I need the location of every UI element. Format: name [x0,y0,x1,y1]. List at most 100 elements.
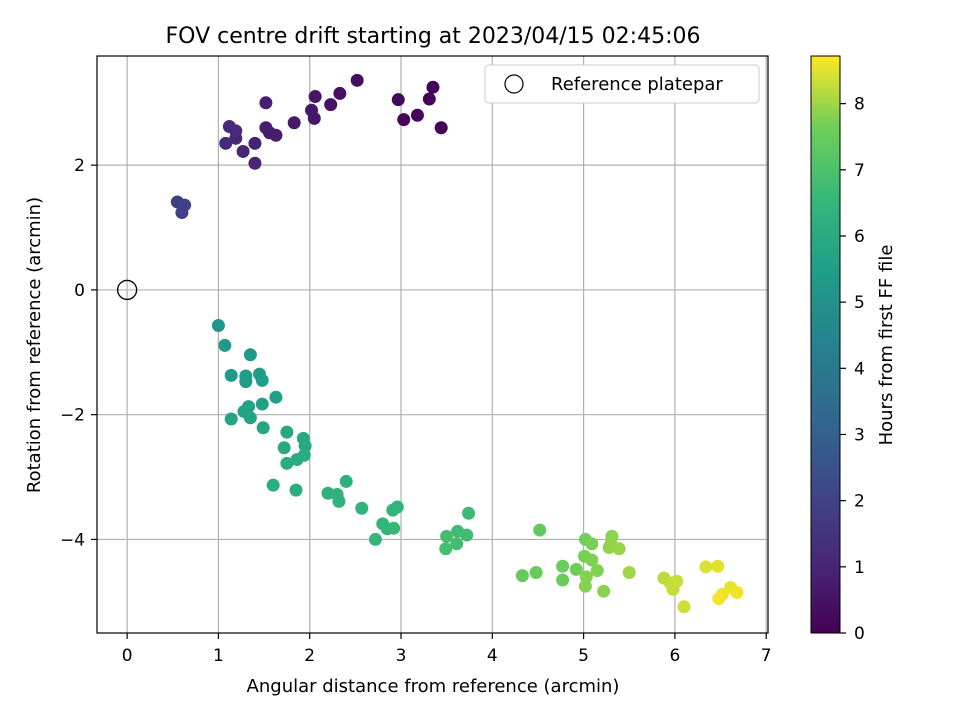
data-point [339,474,353,488]
data-point [333,86,347,100]
data-point [712,592,726,606]
x-tick-label: 7 [761,646,772,666]
data-point [248,136,262,150]
reference-platepar-marker [116,279,138,301]
x-axis-label: Angular distance from reference (arcmin) [247,676,620,697]
data-point [290,453,304,467]
data-point [556,559,570,573]
data-point [397,113,411,127]
data-point [529,565,543,579]
colorbar-tick-label: 6 [854,227,865,247]
data-point [298,439,312,453]
data-point [426,80,440,94]
data-point [289,483,303,497]
x-tick-label: 5 [578,646,589,666]
data-point [386,503,400,517]
data-point [556,573,570,587]
data-point [355,501,369,515]
data-point [612,542,626,556]
data-point [434,121,448,135]
data-point [666,582,680,596]
x-tick-label: 6 [669,646,680,666]
x-tick-label: 0 [122,646,133,666]
data-point [350,73,364,87]
data-point [368,532,382,546]
colorbar-tick-label: 0 [854,624,865,644]
x-axis-ticks: 0 1 2 3 4 5 6 7 [122,633,772,666]
data-point [222,119,236,133]
data-point [533,523,547,537]
data-point [730,585,744,599]
y-axis-ticks: −4 −2 0 2 [60,156,97,550]
colorbar-tick-label: 2 [854,492,865,512]
colorbar-tick-label: 7 [854,161,865,181]
y-axis-label: Rotation from reference (arcmin) [24,197,45,493]
data-point [387,521,401,535]
data-point [585,537,599,551]
data-points [170,73,744,614]
colorbar-label: Hours from first FF file [876,245,897,446]
data-point [224,412,238,426]
legend-entry: Reference platepar [551,74,723,95]
data-point [259,96,273,110]
data-point [229,131,243,145]
data-point [256,421,270,435]
colorbar: 0 1 2 3 4 5 6 7 8 Hours from first FF file [810,55,897,644]
y-tick-label: 2 [74,156,85,176]
data-point [422,92,436,106]
data-point [280,425,294,439]
data-point [287,116,301,130]
x-tick-label: 4 [487,646,498,666]
grid-lines [97,56,768,633]
chart-title: FOV centre drift starting at 2023/04/15 … [166,24,701,49]
data-point [597,584,611,598]
legend: Reference platepar [484,64,760,104]
y-tick-label: −2 [60,406,85,426]
data-point [248,156,262,170]
data-point [243,348,257,362]
colorbar-tick-label: 5 [854,293,865,313]
data-point [450,537,464,551]
data-point [699,560,713,574]
data-point [236,144,250,158]
data-point [711,559,725,573]
data-point [239,375,253,389]
data-point [590,564,604,578]
data-point [585,553,599,567]
data-point [266,478,280,492]
data-point [579,570,593,584]
data-point [578,579,592,593]
data-point [308,90,322,104]
plot-frame [96,55,769,634]
data-point [255,397,269,411]
data-point [324,98,338,112]
data-point [305,103,319,117]
data-point [243,411,257,425]
colorbar-tick-label: 3 [854,425,865,445]
data-point [462,506,476,520]
colorbar-tick-label: 4 [854,359,865,379]
data-point [224,368,238,382]
data-point [569,562,583,576]
data-point [410,108,424,122]
data-point [175,206,189,220]
data-point [391,93,405,107]
data-point [218,338,232,352]
data-point [440,529,454,543]
x-tick-label: 2 [304,646,315,666]
colorbar-gradient [810,55,841,634]
data-point [219,136,233,150]
data-point [332,494,346,508]
x-tick-label: 1 [213,646,224,666]
data-point [460,528,474,542]
data-point [677,600,691,614]
legend-box [484,64,760,104]
data-point [255,373,269,387]
data-point [515,569,529,583]
data-point [280,456,294,470]
data-point [259,121,273,135]
colorbar-ticks: 0 1 2 3 4 5 6 7 8 [840,95,865,644]
x-tick-label: 3 [396,646,407,666]
data-point [622,565,636,579]
